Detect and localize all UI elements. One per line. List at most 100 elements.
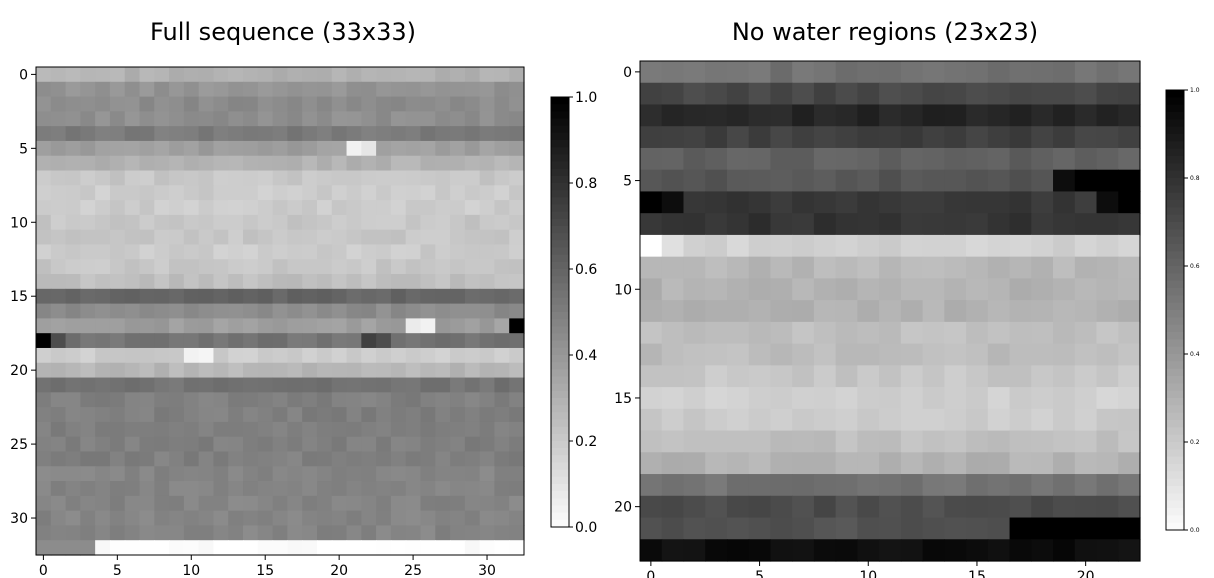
- heatmap-cell: [405, 303, 422, 319]
- heatmap-cell: [813, 169, 837, 193]
- heatmap-cell: [813, 539, 837, 562]
- heatmap-cell: [213, 525, 229, 541]
- heatmap-cell: [661, 387, 685, 410]
- heatmap-cell: [228, 259, 244, 275]
- heatmap-cell: [198, 451, 215, 467]
- heatmap-cell: [1118, 126, 1141, 149]
- heatmap-cell: [661, 343, 685, 366]
- heatmap-cell: [183, 200, 200, 216]
- heatmap-cell: [966, 365, 989, 388]
- heatmap-cell: [198, 347, 215, 364]
- heatmap-cell: [139, 347, 155, 364]
- heatmap-cell: [124, 155, 141, 172]
- heatmap-cell: [770, 104, 793, 127]
- heatmap-cell: [361, 407, 377, 423]
- heatmap-cell: [900, 321, 924, 345]
- heatmap-cell: [509, 525, 525, 541]
- heatmap-cell: [376, 495, 392, 512]
- heatmap-cell: [302, 214, 318, 231]
- heatmap-cell: [683, 104, 706, 127]
- heatmap-cell: [813, 495, 837, 519]
- heatmap-cell: [640, 126, 663, 149]
- heatmap-cell: [228, 81, 244, 98]
- heatmap-cell: [316, 333, 333, 349]
- heatmap-cell: [420, 81, 436, 98]
- heatmap-cell: [464, 67, 481, 83]
- colorbar-segment: [1166, 178, 1184, 186]
- heatmap-cell: [705, 234, 728, 258]
- heatmap-cell: [1074, 169, 1098, 193]
- heatmap-cell: [316, 274, 333, 290]
- y-tick-label: 25: [10, 437, 28, 453]
- colorbar-segment: [551, 175, 569, 184]
- heatmap-cell: [36, 421, 52, 438]
- heatmap-cell: [879, 169, 902, 193]
- heatmap-cell: [346, 126, 362, 142]
- heatmap-cell: [1074, 365, 1098, 388]
- colorbar-segment: [1166, 486, 1184, 494]
- heatmap-cell: [376, 303, 392, 319]
- heatmap-cell: [376, 185, 392, 201]
- heatmap-cell: [1053, 82, 1076, 106]
- heatmap-cell: [257, 170, 274, 186]
- heatmap-cell: [243, 436, 259, 453]
- heatmap-cell: [50, 510, 67, 527]
- heatmap-cell: [966, 452, 989, 475]
- heatmap-cell: [109, 495, 126, 512]
- heatmap-cell: [257, 229, 274, 246]
- heatmap-cell: [198, 318, 215, 334]
- heatmap-cell: [36, 288, 52, 305]
- heatmap-cell: [80, 436, 96, 453]
- heatmap-cell: [154, 170, 170, 186]
- colorbar-segment: [551, 355, 569, 363]
- panel-full-sequence: Full sequence (33x33) 0 5 10 15 20 25 30 05101…: [10, 18, 597, 578]
- heatmap-cell: [435, 466, 451, 482]
- colorbar-segment: [551, 383, 569, 392]
- heatmap-cell: [228, 466, 244, 482]
- heatmap-cell: [509, 67, 525, 83]
- heatmap-cell: [50, 347, 67, 364]
- heatmap-cell: [272, 303, 288, 319]
- heatmap-cell: [198, 303, 215, 319]
- heatmap-cell: [390, 495, 407, 512]
- heatmap-cell: [944, 191, 967, 214]
- heatmap-cell: [169, 170, 185, 186]
- heatmap-cell: [705, 517, 728, 540]
- heatmap-cell: [169, 155, 185, 172]
- heatmap-cell: [1096, 539, 1119, 562]
- heatmap-cell: [509, 185, 525, 201]
- heatmap-cell: [509, 377, 525, 393]
- heatmap-cell: [405, 318, 422, 334]
- heatmap-cell: [213, 362, 229, 379]
- heatmap-cell: [900, 256, 924, 279]
- heatmap-cell: [1053, 213, 1076, 236]
- heatmap-cell: [770, 191, 793, 214]
- heatmap-cell: [36, 274, 52, 290]
- heatmap-cell: [50, 392, 67, 408]
- heatmap-cell: [726, 213, 750, 236]
- heatmap-cell: [361, 170, 377, 186]
- colorbar-segment: [551, 226, 569, 234]
- heatmap-cell: [435, 259, 451, 275]
- heatmap-cell: [139, 540, 155, 556]
- heatmap-cell: [287, 200, 303, 216]
- heatmap-cell: [683, 256, 706, 279]
- heatmap-cell: [683, 452, 706, 475]
- heatmap-cell: [390, 259, 407, 275]
- heatmap-cell: [464, 362, 481, 379]
- heatmap-cell: [509, 244, 525, 260]
- heatmap-cell: [792, 169, 815, 193]
- heatmap-cell: [405, 377, 422, 393]
- heatmap-cell: [726, 300, 750, 323]
- heatmap-cell: [302, 392, 318, 408]
- heatmap-cell: [257, 126, 274, 142]
- heatmap-cell: [361, 140, 377, 157]
- colorbar-segment: [1166, 104, 1184, 113]
- heatmap-cell: [198, 126, 215, 142]
- heatmap-cell: [124, 200, 141, 216]
- colorbar-segment: [551, 390, 569, 399]
- heatmap-cell: [80, 377, 96, 393]
- heatmap-cell: [272, 67, 288, 83]
- colorbar-segment: [1166, 339, 1184, 348]
- heatmap-cell: [835, 387, 858, 410]
